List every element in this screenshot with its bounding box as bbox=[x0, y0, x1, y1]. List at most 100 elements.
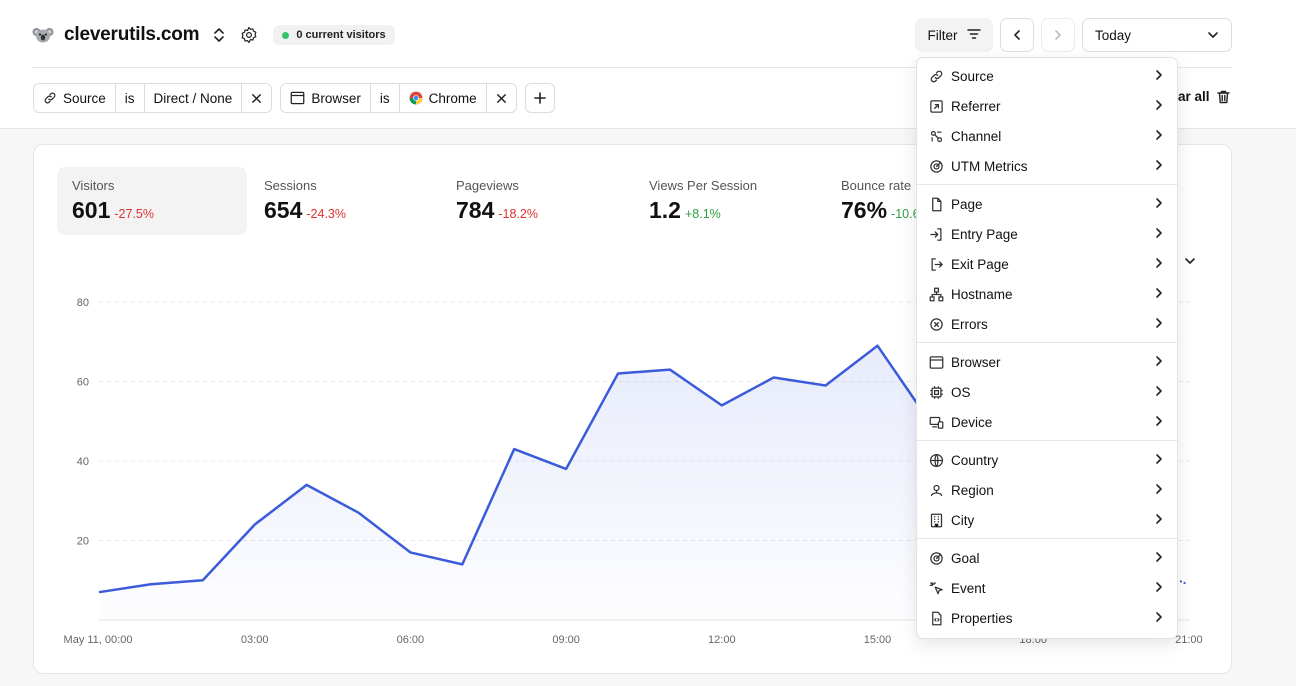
gear-icon[interactable] bbox=[239, 25, 259, 45]
channel-icon bbox=[929, 129, 944, 144]
filter-chip-value-wrap[interactable]: Chrome bbox=[400, 84, 487, 112]
filter-button-label: Filter bbox=[927, 27, 958, 43]
filter-menu-item-label: Device bbox=[951, 414, 993, 430]
x-tick-label: 09:00 bbox=[552, 634, 580, 646]
circle-x-icon bbox=[929, 317, 944, 332]
live-visitors-badge[interactable]: 0 current visitors bbox=[273, 25, 395, 45]
filter-menu-item-errors[interactable]: Errors bbox=[917, 309, 1177, 339]
stat-tile[interactable]: Pageviews 784 -18.2% bbox=[441, 167, 631, 235]
chevron-right-icon bbox=[1155, 355, 1163, 370]
filter-chip-operator[interactable]: is bbox=[116, 84, 145, 112]
chevron-right-icon bbox=[1155, 227, 1163, 242]
filter-menu-item-exit-page[interactable]: Exit Page bbox=[917, 249, 1177, 279]
close-icon bbox=[496, 93, 506, 103]
stat-label: Pageviews bbox=[456, 178, 519, 193]
stat-tile[interactable]: Sessions 654 -24.3% bbox=[249, 167, 439, 235]
chevron-right-icon bbox=[1155, 129, 1163, 144]
log-in-icon bbox=[929, 227, 944, 242]
stat-value: 784 bbox=[456, 197, 495, 223]
site-name[interactable]: cleverutils.com bbox=[64, 24, 200, 45]
filter-menu-item-page[interactable]: Page bbox=[917, 189, 1177, 219]
active-filters: Source is Direct / None Browser is Chrom… bbox=[33, 83, 555, 113]
remove-filter-button[interactable] bbox=[487, 84, 516, 112]
filter-chip-operator[interactable]: is bbox=[371, 84, 400, 112]
chevron-right-icon bbox=[1155, 159, 1163, 174]
chart-options-chevron-icon[interactable] bbox=[1184, 253, 1196, 271]
stat-change: -27.5% bbox=[114, 207, 154, 221]
stat-value: 654 bbox=[264, 197, 303, 223]
filter-menu-item-properties[interactable]: Properties bbox=[917, 603, 1177, 633]
filter-menu-item-goal[interactable]: Goal bbox=[917, 543, 1177, 573]
stat-tile[interactable]: Views Per Session 1.2 +8.1% bbox=[634, 167, 824, 235]
pointer-icon bbox=[929, 581, 944, 596]
filter-menu-item-country[interactable]: Country bbox=[917, 445, 1177, 475]
chevron-right-icon bbox=[1155, 483, 1163, 498]
cpu-icon bbox=[929, 385, 944, 400]
chevrons-up-down-icon[interactable] bbox=[209, 25, 229, 45]
filter-lines-icon bbox=[966, 28, 981, 43]
x-tick-label: 12:00 bbox=[708, 634, 736, 646]
y-tick-label: 60 bbox=[77, 377, 89, 389]
filter-menu-item-label: Properties bbox=[951, 610, 1013, 626]
filter-chip-source[interactable]: Source is Direct / None bbox=[33, 83, 273, 113]
filter-menu-item-event[interactable]: Event bbox=[917, 573, 1177, 603]
stat-value: 76% bbox=[841, 197, 888, 223]
filter-menu-item-browser[interactable]: Browser bbox=[917, 347, 1177, 377]
filter-menu-item-channel[interactable]: Channel bbox=[917, 121, 1177, 151]
x-tick-label: 06:00 bbox=[397, 634, 425, 646]
site-selector[interactable]: cleverutils.com 0 current visitors bbox=[32, 20, 395, 50]
filter-chip-browser[interactable]: Browser is Chrome bbox=[280, 83, 517, 113]
chevron-right-icon bbox=[1155, 197, 1163, 212]
building-icon bbox=[929, 513, 944, 528]
stat-label: Views Per Session bbox=[649, 178, 758, 193]
x-tick-label: May 11, 00:00 bbox=[64, 634, 133, 646]
previous-period-button[interactable] bbox=[1000, 18, 1034, 52]
koala-logo-icon bbox=[32, 24, 54, 46]
filter-chip-field-label: Browser bbox=[311, 90, 361, 106]
goal-icon bbox=[929, 551, 944, 566]
filter-menu-item-source[interactable]: Source bbox=[917, 61, 1177, 91]
stat-change: -24.3% bbox=[306, 207, 346, 221]
next-period-button[interactable] bbox=[1041, 18, 1075, 52]
filter-menu-item-region[interactable]: Region bbox=[917, 475, 1177, 505]
clear-all-label: ar all bbox=[1178, 89, 1210, 104]
filter-menu-item-hostname[interactable]: Hostname bbox=[917, 279, 1177, 309]
remove-filter-button[interactable] bbox=[242, 84, 271, 112]
stat-tile[interactable]: Bounce rate 76% -10.6 bbox=[826, 167, 1016, 235]
stat-value-row: 76% -10.6 bbox=[841, 197, 1001, 224]
header-divider bbox=[32, 67, 1232, 68]
chevron-right-icon bbox=[1155, 415, 1163, 430]
file-code-icon bbox=[929, 611, 944, 626]
filter-button[interactable]: Filter bbox=[915, 18, 993, 52]
filter-menu-item-referrer[interactable]: Referrer bbox=[917, 91, 1177, 121]
date-range-value: Today bbox=[1095, 27, 1132, 43]
filter-menu-item-label: Referrer bbox=[951, 98, 1001, 114]
filter-menu-item-label: Browser bbox=[951, 354, 1001, 370]
filter-menu-item-city[interactable]: City bbox=[917, 505, 1177, 535]
filter-chip-value: Chrome bbox=[428, 90, 477, 106]
stat-tile[interactable]: Visitors 601 -27.5% bbox=[57, 167, 247, 235]
filter-chip-field[interactable]: Browser bbox=[281, 84, 371, 112]
log-out-icon bbox=[929, 257, 944, 272]
plus-icon bbox=[533, 92, 546, 104]
filter-menu-item-label: Region bbox=[951, 482, 994, 498]
chevron-right-icon bbox=[1155, 317, 1163, 332]
filter-menu-item-utm-metrics[interactable]: UTM Metrics bbox=[917, 151, 1177, 181]
filter-chip-field[interactable]: Source bbox=[34, 84, 116, 112]
filter-menu-item-label: Errors bbox=[951, 316, 988, 332]
date-range-select[interactable]: Today bbox=[1082, 18, 1232, 52]
chevron-right-icon bbox=[1155, 99, 1163, 114]
chevron-down-icon bbox=[1208, 32, 1218, 38]
add-filter-button[interactable] bbox=[524, 83, 555, 113]
filter-menu-item-entry-page[interactable]: Entry Page bbox=[917, 219, 1177, 249]
filter-menu-item-os[interactable]: OS bbox=[917, 377, 1177, 407]
stat-value-row: 601 -27.5% bbox=[72, 197, 232, 224]
clear-all-filters-button[interactable]: ar all bbox=[1178, 89, 1230, 104]
series-area bbox=[99, 345, 930, 620]
filter-menu-item-label: UTM Metrics bbox=[951, 158, 1028, 174]
filter-chip-value[interactable]: Direct / None bbox=[145, 84, 243, 112]
filter-menu-item-device[interactable]: Device bbox=[917, 407, 1177, 437]
filter-menu-item-label: Exit Page bbox=[951, 256, 1009, 272]
chevron-right-icon bbox=[1155, 257, 1163, 272]
chevron-right-icon bbox=[1155, 385, 1163, 400]
